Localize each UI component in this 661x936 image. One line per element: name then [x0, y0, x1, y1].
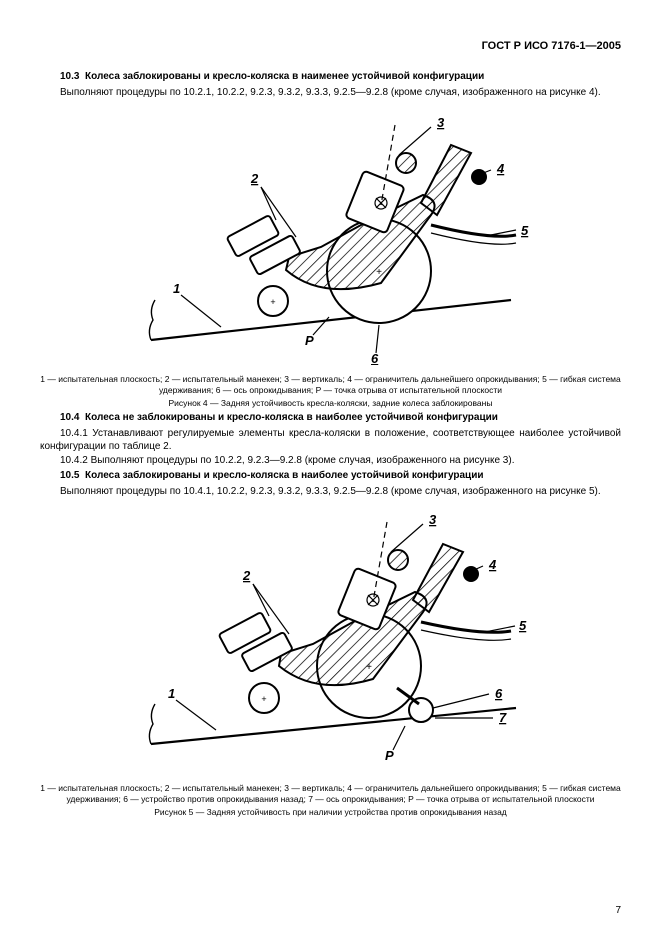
num: 10.3	[60, 71, 79, 82]
num: 10.5	[60, 470, 79, 481]
fig5-label-7: 7	[499, 710, 507, 725]
fig5-label-1: 1	[168, 686, 175, 701]
figure-4-legend: 1 — испытательная плоскость; 2 — испытат…	[40, 374, 621, 396]
fig4-label-P: P	[305, 333, 314, 348]
section-10-4-p2: 10.4.2 Выполняют процедуры по 10.2.2, 9.…	[40, 454, 621, 468]
title: Колеса не заблокированы и кресло-коляска…	[85, 412, 498, 423]
figure-4-caption: Рисунок 4 — Задняя устойчивость кресла-к…	[40, 398, 621, 409]
fig4-label-3: 3	[437, 115, 445, 130]
fig4-label-6: 6	[371, 351, 379, 365]
section-10-3-body: Выполняют процедуры по 10.2.1, 10.2.2, 9…	[40, 86, 621, 100]
figure-5-caption: Рисунок 5 — Задняя устойчивость при нали…	[40, 807, 621, 818]
fig5-label-4: 4	[488, 557, 497, 572]
figure-5-legend: 1 — испытательная плоскость; 2 — испытат…	[40, 783, 621, 805]
section-10-5-body: Выполняют процедуры по 10.4.1, 10.2.2, 9…	[40, 485, 621, 499]
figure-4: + +	[40, 105, 621, 370]
section-10-4-p1: 10.4.1 Устанавливают регулируемые элемен…	[40, 427, 621, 454]
fig4-label-4: 4	[496, 161, 505, 176]
standard-header: ГОСТ Р ИСО 7176-1—2005	[40, 40, 621, 52]
section-10-5-title: 10.5 Колеса заблокированы и кресло-коляс…	[40, 469, 621, 483]
figure-4-svg: + +	[121, 105, 541, 365]
num: 10.4	[60, 412, 79, 423]
fig5-label-P: P	[385, 748, 394, 763]
fig5-label-5: 5	[519, 618, 527, 633]
fig4-label-5: 5	[521, 223, 529, 238]
fig5-label-2: 2	[242, 568, 251, 583]
title: Колеса заблокированы и кресло-коляска в …	[85, 470, 483, 481]
fig5-label-3: 3	[429, 512, 437, 527]
svg-text:+: +	[270, 297, 275, 307]
page-number: 7	[615, 905, 621, 916]
fig4-label-2: 2	[250, 171, 259, 186]
section-10-4-title: 10.4 Колеса не заблокированы и кресло-ко…	[40, 411, 621, 425]
figure-5-svg: + +	[121, 504, 541, 774]
fig5-label-6: 6	[495, 686, 503, 701]
page: ГОСТ Р ИСО 7176-1—2005 10.3 Колеса забло…	[0, 0, 661, 936]
figure-5: + +	[40, 504, 621, 779]
section-10-3-title: 10.3 Колеса заблокированы и кресло-коляс…	[40, 70, 621, 84]
svg-text:+: +	[261, 694, 266, 704]
fig4-label-1: 1	[173, 281, 180, 296]
title: Колеса заблокированы и кресло-коляска в …	[85, 71, 484, 82]
